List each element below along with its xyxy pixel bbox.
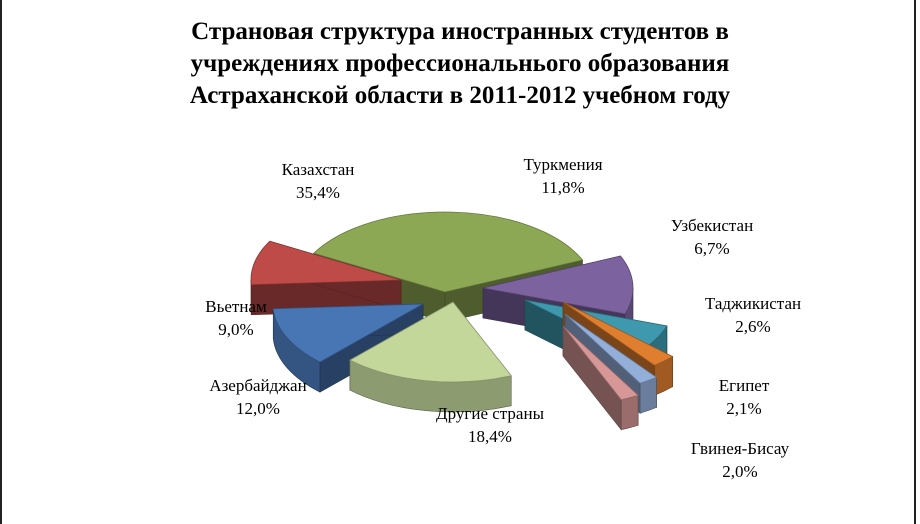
slice-label-name-2: Туркмения: [523, 155, 602, 174]
slice-label-name-7: Другие страны: [436, 404, 545, 423]
pie-slice-top-4: [562, 301, 674, 366]
slice-label-value-7: 18,4%: [468, 427, 512, 446]
slice-label-name-4: Таджикистан: [705, 294, 801, 313]
pie-slice-top-5: [564, 313, 658, 384]
pie-slice-9: [250, 240, 402, 316]
pie-slice-top-8: [272, 303, 424, 363]
slice-label-name-3: Узбекистан: [671, 216, 753, 235]
pie-slice-6: [562, 325, 639, 431]
slice-label-name-5: Египет: [719, 376, 770, 395]
slice-label-value-5: 2,1%: [726, 399, 761, 418]
pie-slice-top-2: [482, 255, 634, 315]
chart-title-line-2: учреждениях профессиональнього образован…: [190, 50, 730, 77]
pie-slice-rim-6-1: [620, 394, 639, 431]
pie-slice-top-6: [562, 325, 639, 401]
pie-slice-top-7: [349, 301, 512, 383]
slice-label-name-8: Азербайджан: [209, 376, 306, 395]
chart-title-line-3: Астраханской области в 2011-2012 учебном…: [189, 82, 731, 109]
slice-label-value-8: 12,0%: [236, 399, 280, 418]
pie-slice-top-1: [313, 211, 584, 293]
slice-label-value-9: 9,0%: [218, 320, 253, 339]
pie-slice-top-9: [250, 240, 402, 286]
slice-label-value-3: 6,7%: [694, 239, 729, 258]
slice-label-name-6: Гвинея-Бисау: [691, 439, 790, 458]
chart-title-line-1: Страновая структура иностранных студенто…: [191, 18, 729, 45]
slice-label-name-9: Вьетнам: [205, 297, 267, 316]
slice-label-name-1: Казахстан: [282, 160, 355, 179]
slice-label-value-1: 35,4%: [296, 183, 340, 202]
slice-label-value-2: 11,8%: [541, 178, 584, 197]
slice-label-value-6: 2,0%: [722, 462, 757, 481]
slice-label-value-4: 2,6%: [735, 317, 770, 336]
chart-title: Страновая структура иностранных студенто…: [90, 16, 830, 112]
pie-slice-7: [349, 301, 512, 413]
